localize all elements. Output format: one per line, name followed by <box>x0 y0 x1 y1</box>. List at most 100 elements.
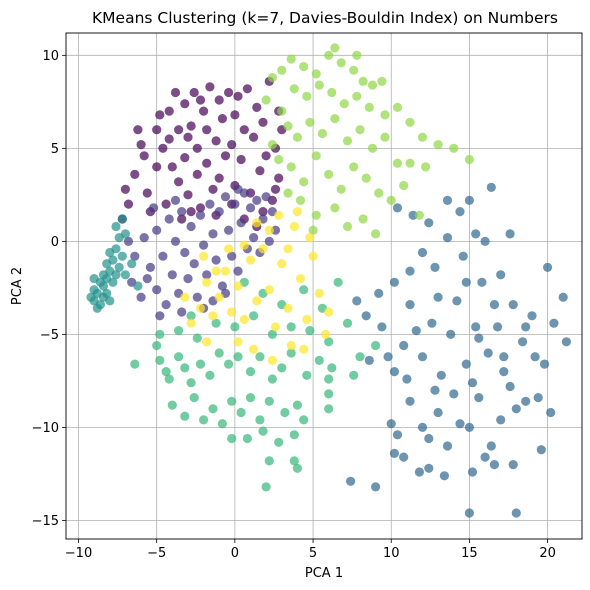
y-tick-label: −5 <box>40 328 59 343</box>
data-point <box>245 393 256 403</box>
data-point <box>167 162 177 172</box>
data-point <box>508 300 518 310</box>
data-point <box>249 233 259 243</box>
cluster-4-points <box>130 277 381 492</box>
data-point <box>258 117 268 127</box>
data-point <box>467 467 478 477</box>
cluster-3-points <box>86 214 143 313</box>
plot-frame <box>65 32 583 540</box>
data-point <box>214 292 224 302</box>
data-point <box>264 236 274 246</box>
data-point <box>283 303 293 313</box>
data-point <box>92 303 102 313</box>
data-point <box>202 158 212 168</box>
data-point <box>299 285 309 295</box>
data-point <box>139 233 149 243</box>
data-point <box>249 311 259 321</box>
data-point <box>308 251 318 261</box>
data-point <box>464 154 474 165</box>
data-point <box>383 352 393 362</box>
data-point <box>120 184 130 194</box>
data-point <box>471 322 481 332</box>
data-point <box>208 184 218 194</box>
data-point <box>358 214 368 224</box>
data-point <box>277 65 287 75</box>
data-point <box>164 134 174 144</box>
data-point <box>392 430 403 440</box>
data-point <box>474 333 484 343</box>
data-point <box>371 229 381 239</box>
data-point <box>289 84 299 94</box>
data-point <box>324 374 334 384</box>
data-point <box>536 445 546 455</box>
x-tick-label: 5 <box>309 546 317 561</box>
data-point <box>242 84 252 94</box>
data-point <box>233 337 243 347</box>
data-point <box>424 433 434 444</box>
data-point <box>417 132 428 142</box>
y-axis: −15 −10 −5 0 5 10 <box>32 49 66 529</box>
data-point <box>261 192 271 202</box>
data-point <box>152 340 162 351</box>
data-point <box>505 229 515 239</box>
data-point <box>270 184 281 194</box>
data-point <box>299 61 309 72</box>
data-point <box>174 177 184 187</box>
data-point <box>183 132 193 142</box>
data-point <box>461 359 471 369</box>
data-point <box>180 247 190 258</box>
data-point <box>464 422 474 432</box>
data-point <box>255 415 265 425</box>
data-point <box>199 251 209 261</box>
data-point <box>167 270 177 280</box>
data-point <box>249 344 259 354</box>
data-point <box>442 233 453 243</box>
data-point <box>467 378 478 388</box>
data-point <box>442 441 453 451</box>
data-point <box>161 199 171 209</box>
data-point <box>155 329 165 339</box>
data-point <box>180 153 190 163</box>
data-point <box>508 460 518 470</box>
data-point <box>117 251 127 261</box>
data-point <box>408 210 418 220</box>
data-point <box>189 393 199 403</box>
data-point <box>217 114 227 124</box>
data-point <box>123 236 134 246</box>
data-point <box>543 262 553 272</box>
data-point <box>214 348 224 358</box>
data-point <box>161 367 171 377</box>
data-point <box>227 140 237 150</box>
data-point <box>324 389 334 399</box>
data-point <box>174 326 184 336</box>
data-point <box>89 274 99 284</box>
data-point <box>480 236 490 246</box>
data-point <box>392 158 403 168</box>
data-point <box>214 95 224 105</box>
data-point <box>511 508 521 518</box>
data-point <box>442 195 453 205</box>
data-point <box>220 266 231 276</box>
data-point <box>220 192 231 202</box>
x-tick-label: −5 <box>147 546 166 561</box>
data-point <box>464 508 474 518</box>
data-point <box>371 482 381 492</box>
data-point <box>389 367 399 377</box>
data-point <box>186 318 196 328</box>
data-point <box>155 311 165 321</box>
data-point <box>161 300 171 310</box>
data-point <box>289 221 299 232</box>
data-point <box>217 281 227 291</box>
data-point <box>364 355 374 365</box>
data-point <box>164 374 174 384</box>
data-point <box>111 221 121 232</box>
y-axis-label: PCA 2 <box>10 267 25 305</box>
data-point <box>192 333 202 343</box>
data-point <box>205 370 215 380</box>
data-point <box>264 285 274 295</box>
data-point <box>98 270 109 280</box>
data-point <box>483 348 493 358</box>
data-point <box>155 110 165 120</box>
data-point <box>414 467 424 477</box>
data-point <box>374 188 384 198</box>
